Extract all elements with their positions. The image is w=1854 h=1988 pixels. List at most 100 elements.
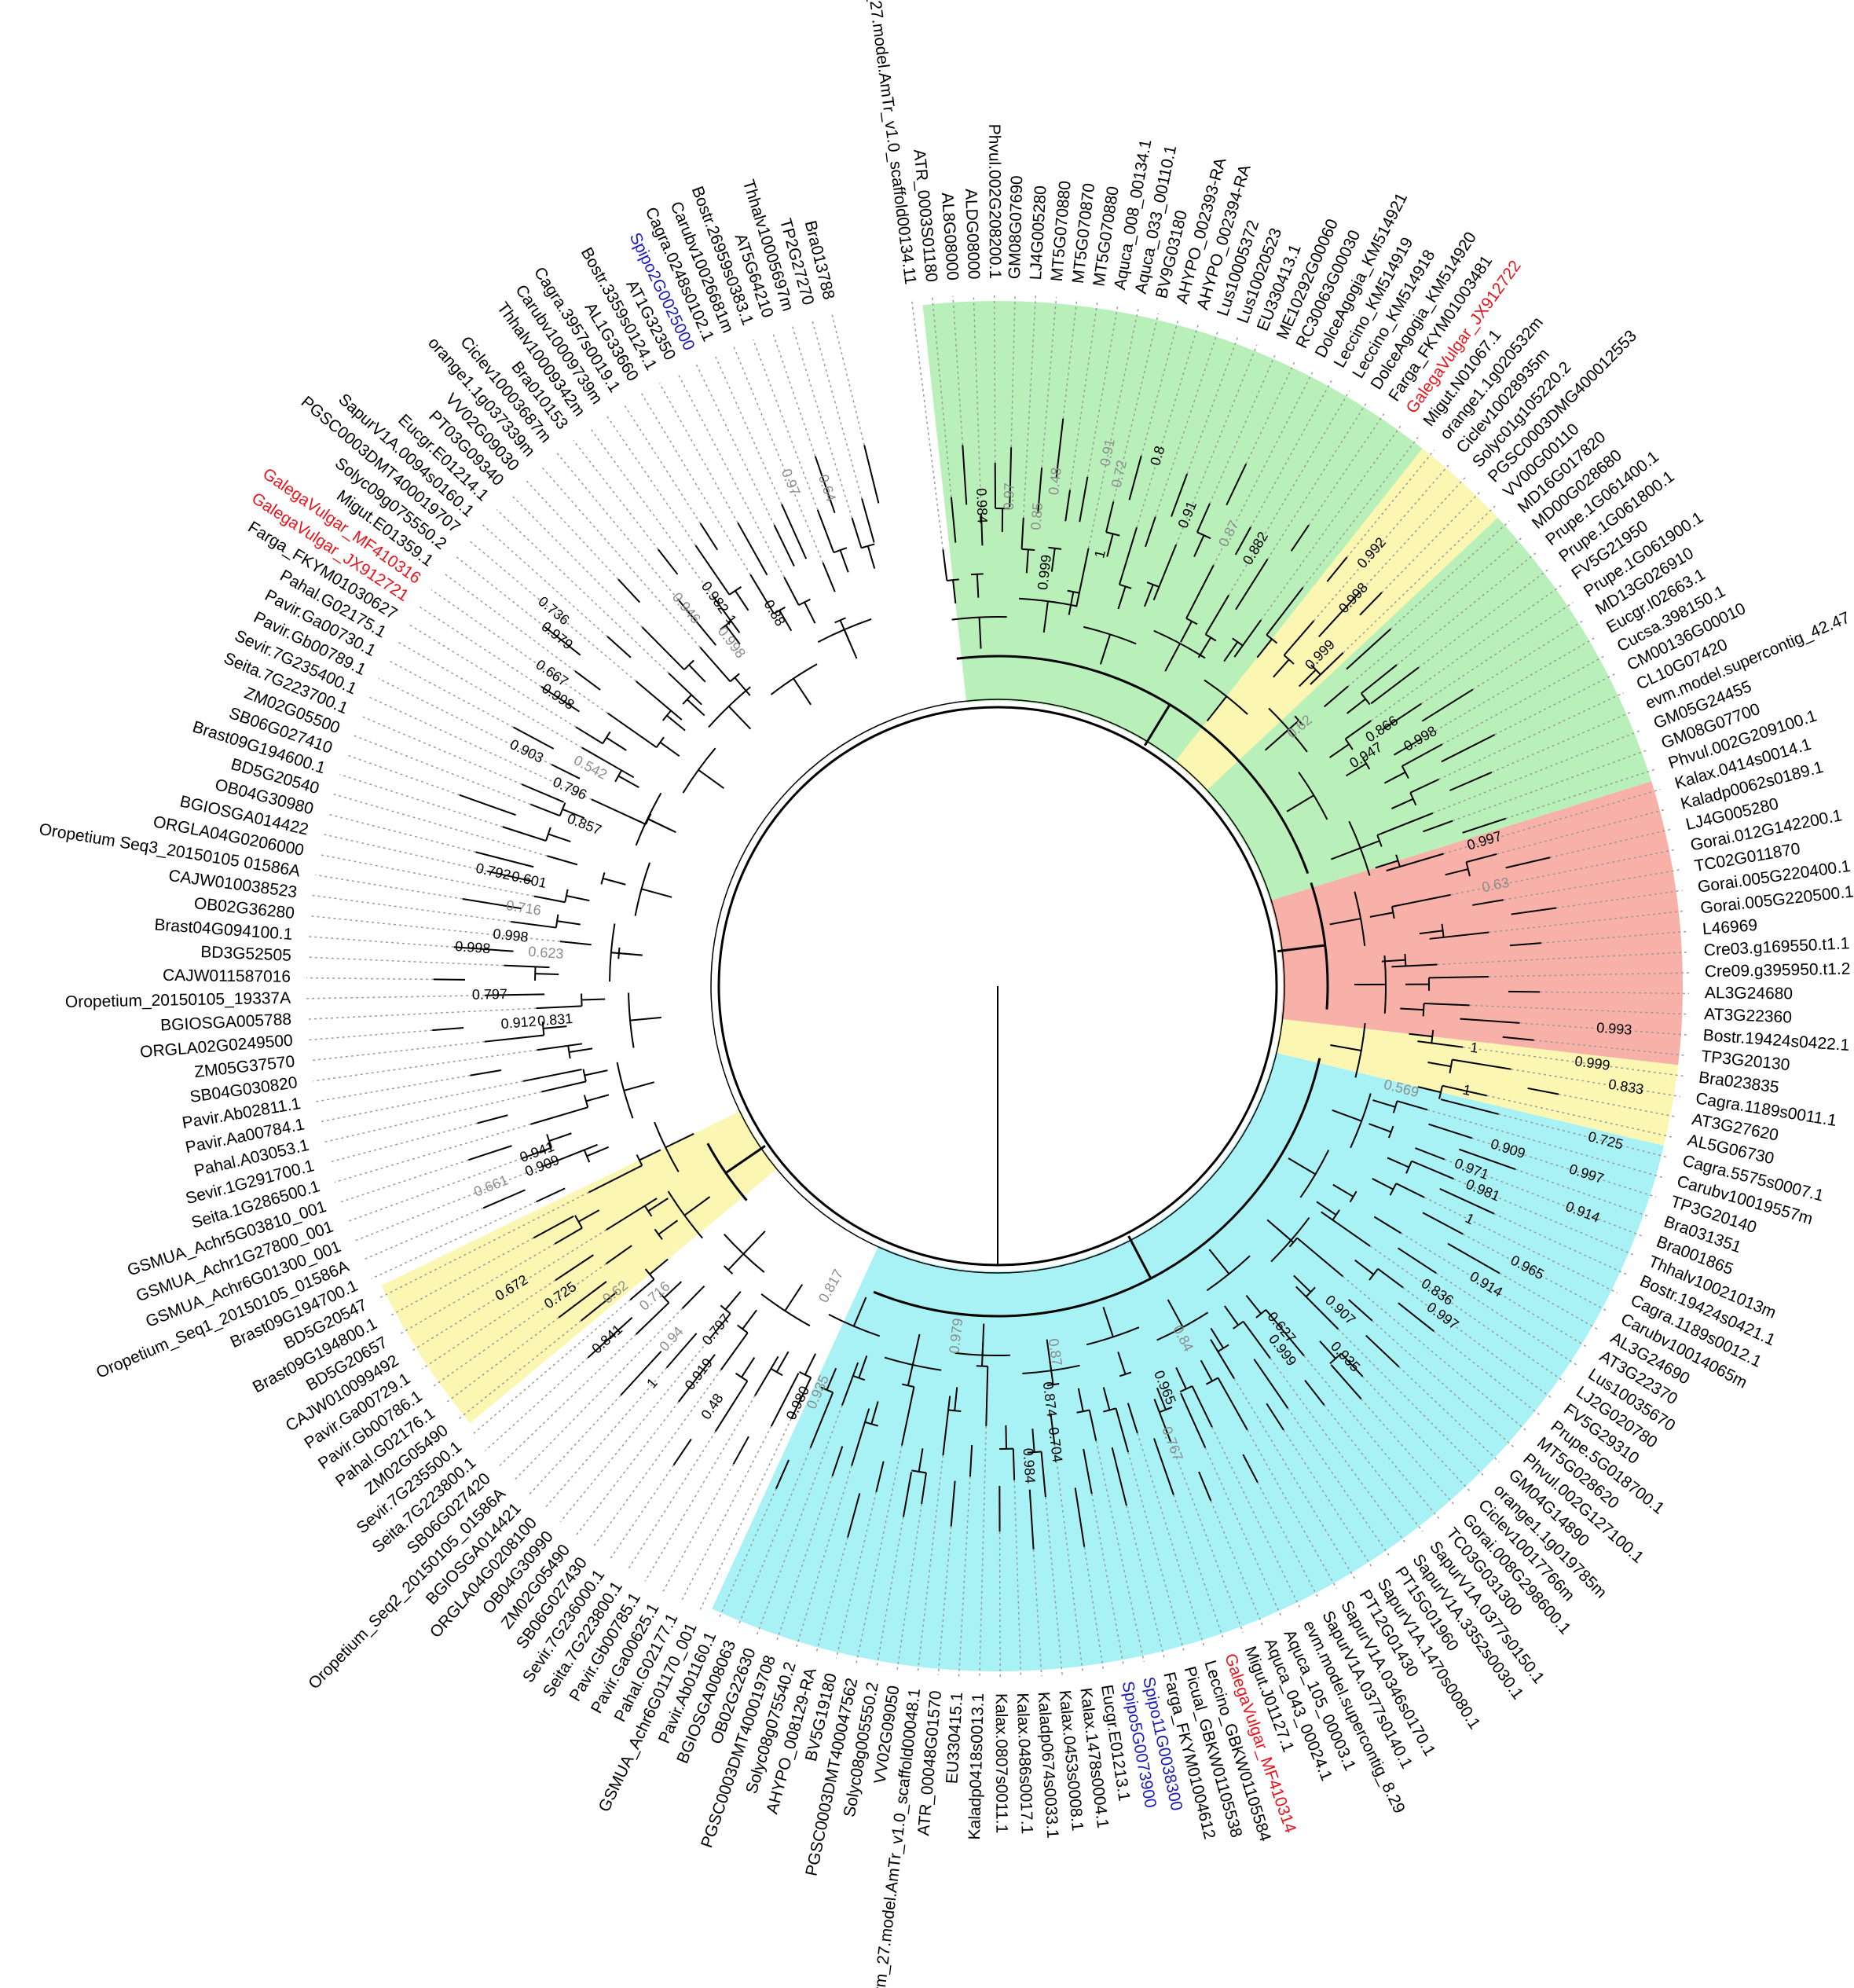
internal-branch: [566, 895, 590, 902]
internal-arc: [1103, 1407, 1116, 1413]
tip-branch: [1171, 473, 1189, 517]
support-value: 1: [1461, 1082, 1472, 1099]
internal-arc: [1266, 634, 1278, 644]
leaf-guide: [1435, 1272, 1577, 1366]
leaf-guide: [876, 1517, 904, 1667]
leaf-guide: [482, 524, 608, 637]
leaf-guide: [1462, 1046, 1684, 1077]
tip-branch: [1233, 619, 1262, 658]
leaf-guide: [1533, 1040, 1686, 1057]
tip-branch: [536, 1005, 582, 1010]
tip-branch: [1310, 652, 1344, 685]
tip-branch: [1361, 664, 1398, 695]
leaf-guide: [421, 1279, 556, 1370]
clade-highlights: [381, 300, 1683, 1671]
tip-branch: [1321, 1211, 1371, 1247]
internal-branch: [584, 1069, 608, 1077]
leaf-guide: [513, 1308, 683, 1481]
internal-arc: [1156, 1311, 1209, 1341]
leaf-guide: [1486, 1095, 1673, 1138]
leaf-guide: [1136, 324, 1200, 528]
tip-branch: [775, 1459, 790, 1489]
leaf-label: BGIOSGA005788: [160, 1011, 292, 1035]
tip-branch: [1235, 558, 1269, 611]
internal-branch: [1175, 1367, 1187, 1390]
internal-branch: [1025, 549, 1029, 574]
internal-branch: [1316, 1201, 1337, 1216]
leaf-guide: [1499, 1272, 1599, 1330]
leaf-guide: [1287, 1407, 1390, 1557]
tip-branch: [1505, 856, 1551, 869]
tip-branch: [814, 456, 836, 514]
internal-branch: [581, 998, 606, 1001]
tip-branch: [544, 625, 581, 656]
internal-branch: [639, 1149, 661, 1161]
support-value: 0.97: [1001, 482, 1017, 511]
internal-branch: [952, 580, 957, 604]
support-value: 0.48: [1046, 467, 1064, 496]
internal-branch: [1375, 860, 1398, 869]
leaf-guide: [387, 659, 514, 728]
tip-branch: [1527, 1087, 1559, 1095]
cyan-clade: [712, 1052, 1665, 1671]
leaf-guide: [589, 427, 713, 596]
tip-branch: [554, 1227, 583, 1245]
internal-branch: [686, 699, 705, 717]
tip-branch: [522, 1069, 582, 1082]
leaf-label: AL8G08000: [938, 192, 962, 281]
internal-branch: [1193, 534, 1205, 557]
leaf-guide: [316, 1074, 471, 1102]
tip-branch: [1428, 1123, 1473, 1139]
internal-branch: [1298, 669, 1317, 688]
tip-branch: [635, 1302, 670, 1335]
tip-branch: [822, 562, 836, 592]
leaf-guide: [1469, 1004, 1689, 1015]
internal-branch: [543, 1025, 567, 1029]
tip-branch: [581, 1291, 617, 1322]
internal-branch: [1332, 1109, 1362, 1122]
internal-arc: [541, 1022, 545, 1036]
tip-branch: [816, 509, 835, 553]
internal-branch: [1427, 1061, 1452, 1068]
internal-branch: [779, 610, 793, 632]
leaf-guide: [1398, 1366, 1500, 1463]
tip-branch: [1395, 1183, 1425, 1198]
leaf-guide: [1558, 1093, 1677, 1118]
leaf-guide: [958, 1476, 971, 1677]
tip-branch: [1050, 1413, 1056, 1445]
internal-arc: [1299, 1150, 1330, 1198]
leaf-label: Kaladp0418s0013.1: [965, 1693, 987, 1839]
tip-branch: [482, 1189, 526, 1209]
internal-arc: [1387, 1125, 1394, 1139]
tip-branch: [1152, 544, 1178, 601]
leaf-guide: [485, 1357, 588, 1451]
internal-arc: [1067, 589, 1080, 594]
root-ring-outer: [710, 699, 1285, 1274]
tip-branch: [665, 1333, 698, 1369]
leaf-guide: [334, 1124, 531, 1183]
internal-branch: [1210, 1327, 1225, 1349]
internal-branch: [1369, 911, 1394, 918]
leaf-guide: [1127, 1451, 1185, 1652]
leaf-guide: [1361, 1398, 1456, 1506]
internal-branch: [1330, 1044, 1361, 1051]
internal-branch: [742, 1231, 766, 1255]
leaf-guide: [313, 1049, 537, 1082]
tip-branch: [475, 851, 534, 868]
tip-branch: [453, 946, 514, 952]
leaf-guide: [973, 295, 982, 515]
tip-branch: [773, 524, 795, 567]
tip-branch: [513, 726, 555, 750]
internal-branch: [735, 590, 749, 611]
leaf-guide: [896, 1503, 922, 1671]
tip-branch: [1074, 1487, 1086, 1547]
internal-branch: [666, 714, 686, 732]
leaf-guide: [1433, 1330, 1541, 1416]
leaf-guide: [979, 1425, 987, 1678]
leaf-guide: [456, 556, 545, 628]
support-value: 0.716: [636, 1278, 673, 1314]
internal-arc: [1205, 633, 1217, 642]
tip-branch: [504, 964, 550, 969]
leaf-guide: [318, 853, 535, 897]
leaf-guide: [1170, 1441, 1244, 1633]
